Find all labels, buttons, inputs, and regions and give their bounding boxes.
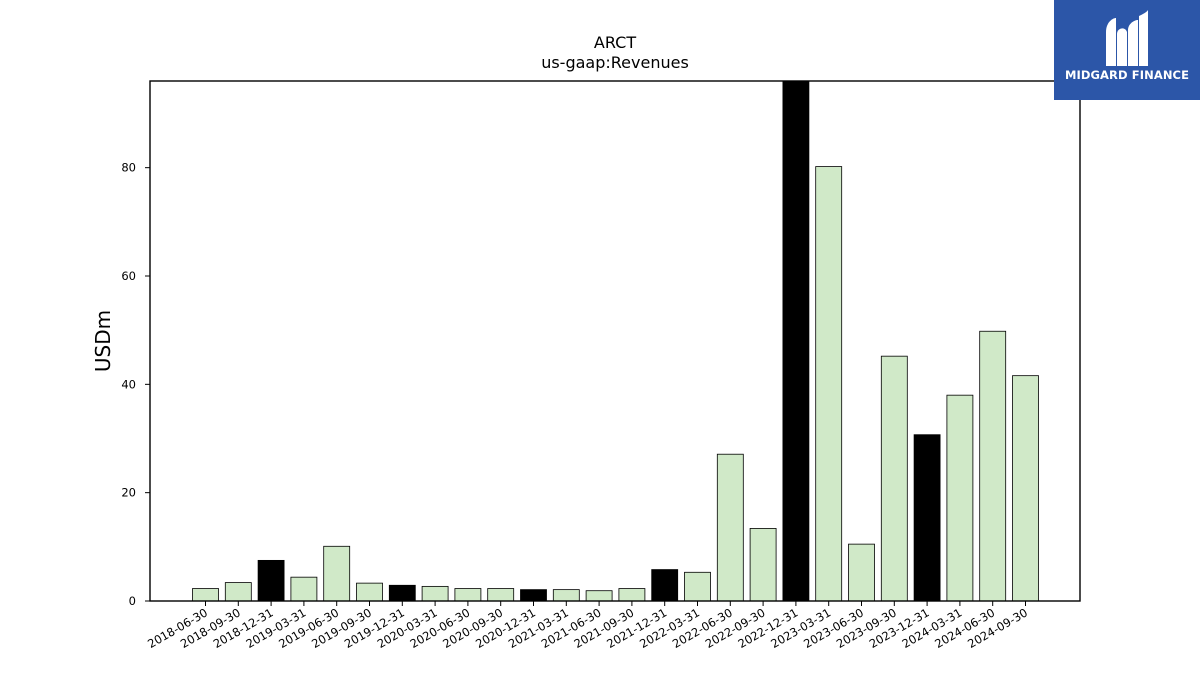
bar-2023-12-31 bbox=[913, 434, 941, 602]
bar-2021-09-30 bbox=[618, 588, 646, 602]
bar-2018-12-31 bbox=[257, 559, 285, 602]
brand-logo: MIDGARD FINANCE bbox=[1054, 0, 1200, 100]
bar-2020-09-30 bbox=[487, 588, 515, 602]
x-axis: 2018-06-302018-09-302018-12-312019-03-31… bbox=[145, 601, 1030, 651]
bar-2019-06-30 bbox=[323, 545, 351, 602]
chart-subtitle: us-gaap:Revenues bbox=[541, 53, 689, 72]
bar-2021-03-31 bbox=[552, 589, 580, 602]
chart-title: ARCT bbox=[594, 33, 636, 52]
brand-name: MIDGARD FINANCE bbox=[1064, 68, 1190, 82]
bar-2022-06-30 bbox=[716, 453, 744, 602]
bar-2024-03-31 bbox=[946, 394, 974, 602]
bar-2019-09-30 bbox=[356, 582, 383, 602]
bar-2022-09-30 bbox=[749, 528, 777, 602]
bar-2022-03-31 bbox=[684, 571, 711, 602]
bar-2021-06-30 bbox=[585, 590, 613, 602]
bar-2020-06-30 bbox=[454, 588, 482, 602]
bar-2023-03-31 bbox=[815, 166, 843, 602]
bar-2023-09-30 bbox=[880, 355, 908, 602]
y-tick-label: 20 bbox=[121, 486, 136, 500]
y-axis-label: USDm bbox=[91, 310, 115, 372]
y-axis: 0 20 40 60 80 bbox=[121, 161, 150, 608]
bar-2023-06-30 bbox=[848, 543, 875, 602]
bar-2019-12-31 bbox=[388, 584, 416, 602]
bar-2018-09-30 bbox=[224, 582, 252, 602]
y-tick-label: 80 bbox=[121, 161, 136, 175]
y-tick-label: 0 bbox=[129, 594, 136, 608]
bars-layer bbox=[192, 80, 1039, 602]
bar-2022-12-31 bbox=[782, 80, 810, 602]
bar-2021-12-31 bbox=[651, 569, 679, 602]
bar-2020-12-31 bbox=[520, 589, 547, 602]
bar-2024-06-30 bbox=[979, 330, 1007, 602]
brand-mark-icon bbox=[1106, 10, 1148, 66]
bar-2018-06-30 bbox=[192, 588, 219, 602]
bar-2020-03-31 bbox=[421, 585, 449, 602]
y-tick-label: 40 bbox=[121, 377, 136, 391]
plot-frame bbox=[149, 80, 1081, 602]
bar-2024-09-30 bbox=[1012, 375, 1039, 602]
bar-2019-03-31 bbox=[290, 576, 318, 602]
y-tick-label: 60 bbox=[121, 269, 136, 283]
